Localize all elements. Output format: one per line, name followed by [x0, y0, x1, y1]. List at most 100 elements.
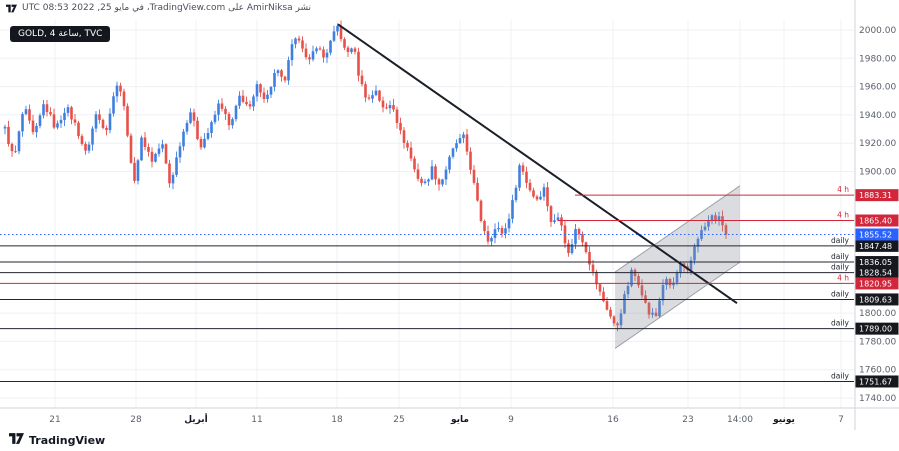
symbol-legend[interactable]: GOLD, 4 ساعة, TVC [10, 26, 111, 42]
candle-body [402, 130, 406, 143]
price-axis-badge-value: 1865.40 [859, 217, 892, 226]
candle-body [441, 179, 444, 185]
candle-body [150, 151, 154, 162]
price-axis-badge-value: 1828.54 [859, 269, 892, 278]
price-tick: 1760.00 [859, 366, 896, 376]
candle-body [416, 169, 420, 179]
candle-body [553, 220, 556, 223]
candle-body [49, 112, 52, 115]
candle-body [528, 182, 532, 191]
candle-body [637, 276, 640, 286]
candle-body [388, 105, 392, 109]
time-label: 11 [251, 415, 262, 425]
candle-body [532, 190, 535, 197]
candle-body [101, 119, 105, 128]
candle-body [385, 107, 388, 109]
candle-body [217, 103, 220, 115]
candle-body [332, 31, 336, 41]
candle-body [577, 228, 581, 235]
candle-body [42, 104, 45, 116]
candle-body [420, 178, 423, 183]
candle-body [612, 316, 616, 324]
candle-body [161, 144, 164, 149]
price-axis-badge [855, 239, 899, 252]
candle-body [59, 120, 63, 124]
candle-body [455, 143, 458, 149]
candle-body [549, 206, 553, 223]
candle-body [122, 91, 126, 107]
candle-body [238, 95, 241, 106]
candle-body [189, 112, 192, 123]
tradingview-brand-text: TradingView [29, 433, 106, 447]
candle-body [311, 51, 315, 60]
candle-body [364, 84, 367, 98]
candle-body [374, 90, 378, 96]
candle-body [588, 252, 591, 265]
candle-body [168, 163, 171, 184]
candle-body [668, 278, 672, 286]
time-label: 16 [607, 415, 619, 425]
candle-body [423, 181, 427, 183]
level-label: daily [831, 319, 850, 328]
candle-body [427, 179, 430, 182]
candle-body [392, 105, 395, 110]
candle-body [602, 291, 605, 302]
candle-body [283, 76, 287, 81]
candle-body [84, 143, 87, 151]
candle-body [476, 182, 479, 201]
candle-body [3, 126, 7, 129]
price-axis-badge [855, 293, 899, 306]
price-axis-badge [855, 375, 899, 388]
candle-body [696, 238, 700, 247]
candle-body [21, 114, 24, 132]
candle-body [329, 40, 332, 53]
candle-body [609, 309, 612, 317]
price-axis-badge-value: 1820.95 [859, 279, 892, 288]
candle-body [35, 125, 38, 133]
candle-body [514, 187, 518, 201]
candle-body [679, 263, 682, 273]
candle-body [444, 169, 448, 180]
level-label: 4 h [837, 185, 849, 194]
candle-body [707, 221, 710, 227]
candle-body [73, 119, 77, 123]
candle-body [651, 312, 654, 315]
level-label: daily [831, 371, 850, 380]
candle-body [140, 137, 143, 161]
candle-body [521, 165, 525, 172]
candle-body [45, 104, 49, 113]
candle-body [10, 143, 14, 152]
candle-body [371, 95, 374, 99]
tradingview-footer[interactable]: TradingView [9, 433, 105, 447]
candle-body [623, 294, 626, 314]
candle-body [472, 169, 476, 183]
price-axis-badge-value: 1836.05 [859, 258, 892, 267]
candle-body [542, 187, 546, 197]
candle-body [630, 269, 633, 286]
candle-body [378, 90, 381, 101]
candle-body [108, 113, 112, 131]
candle-body [94, 114, 98, 129]
candle-body [248, 104, 252, 107]
candle-body [434, 166, 437, 180]
candle-body [87, 144, 91, 151]
candle-body [259, 84, 262, 93]
candle-body [560, 217, 563, 226]
candle-body [465, 134, 469, 152]
price-tick: 1780.00 [859, 337, 896, 347]
candle-body [297, 38, 301, 41]
time-axis[interactable] [0, 408, 854, 430]
candle-body [185, 122, 189, 132]
candle-body [227, 114, 231, 126]
candle-body [497, 227, 500, 230]
candle-body [245, 101, 248, 105]
candle-body [31, 120, 35, 133]
channel-lower-edge [614, 261, 741, 349]
price-axis-badge [855, 214, 899, 227]
candle-body [479, 200, 483, 222]
candle-body [14, 151, 17, 153]
candle-body [136, 160, 140, 181]
candle-body [273, 72, 276, 87]
candle-body [535, 196, 539, 200]
